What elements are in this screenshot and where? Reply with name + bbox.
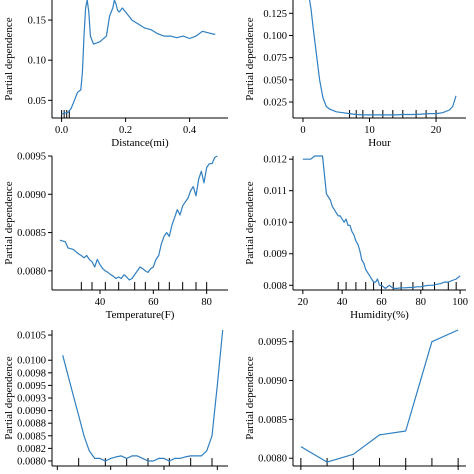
y-tick-label: 0.010 <box>263 218 287 229</box>
x-tick-label: 10 <box>364 125 375 136</box>
y-axis-title: Partial dependence <box>244 181 256 264</box>
y-tick-label: 0.0105 <box>17 331 46 342</box>
x-tick-label: 60 <box>148 297 159 308</box>
y-axis-title: Partial dependence <box>244 356 256 439</box>
x-tick-label: 80 <box>416 297 427 308</box>
x-axis-title: Hour <box>368 137 391 149</box>
y-tick-label: 0.0080 <box>17 456 46 467</box>
partial-dependence-line <box>302 155 461 289</box>
y-tick-label: 0.125 <box>263 9 287 20</box>
x-tick-label: 40 <box>337 297 348 308</box>
y-tick-label: 0.0098 <box>17 368 46 379</box>
x-tick-label: 40 <box>95 297 106 308</box>
y-tick-label: 0.0095 <box>258 337 287 348</box>
y-tick-label: 0.0090 <box>258 376 287 387</box>
x-tick-label: 0.2 <box>119 125 132 136</box>
y-tick-label: 0.15 <box>28 16 46 27</box>
y-tick-label: 0.050 <box>263 75 287 86</box>
y-tick-label: 0.0100 <box>17 356 46 367</box>
y-tick-label: 0.0080 <box>258 454 287 465</box>
y-tick-label: 0.05 <box>28 96 46 107</box>
chart-panel-2: 0.025 0.050 0.075 0.100 0.125 0 10 20 Hour Partia… <box>244 0 466 149</box>
x-tick-label: 100 <box>452 297 468 308</box>
y-tick-label: 0.0095 <box>17 381 46 392</box>
y-tick-label: 0.0093 <box>17 394 46 405</box>
partial-dependence-line <box>62 329 224 462</box>
x-axis-title: Distance(mi) <box>111 137 169 149</box>
y-axis-title: Partial dependence <box>3 17 15 100</box>
partial-dependence-line <box>300 329 459 463</box>
y-tick-label: 0.0088 <box>17 419 46 430</box>
x-axis-title: Temperature(F) <box>106 309 175 321</box>
y-tick-label: 0.0090 <box>17 406 46 417</box>
y-tick-label: 0.0085 <box>258 415 287 426</box>
y-tick-label: 0.009 <box>263 249 287 260</box>
y-tick-label: 0.011 <box>264 186 287 197</box>
y-tick-label: 0.075 <box>263 53 287 64</box>
y-axis-title: Partial dependence <box>244 17 256 100</box>
y-tick-label: 0.008 <box>263 281 287 292</box>
x-tick-label: 0.0 <box>55 125 68 136</box>
chart-panel-4: 0.008 0.009 0.010 0.011 0.012 20 40 60 80 100 Humi… <box>244 155 468 321</box>
partial-dependence-line <box>61 0 216 115</box>
y-tick-label: 0.0080 <box>17 266 46 277</box>
x-axis-title: Humidity(%) <box>350 309 409 321</box>
y-axis-title: Partial dependence <box>3 181 15 264</box>
y-tick-label: 0.0085 <box>17 431 46 442</box>
y-tick-label: 0.025 <box>263 98 287 109</box>
x-tick-label: 20 <box>431 125 442 136</box>
x-tick-label: 0.4 <box>183 125 197 136</box>
y-tick-label: 0.0090 <box>17 190 46 201</box>
x-tick-label: 80 <box>201 297 212 308</box>
partial-dependence-line <box>59 155 218 281</box>
x-tick-label: 0 <box>300 125 305 136</box>
y-tick-label: 0.012 <box>263 155 287 166</box>
y-tick-label: 0.10 <box>28 56 46 67</box>
y-tick-label: 0.0095 <box>17 152 46 163</box>
x-tick-label: 60 <box>376 297 387 308</box>
y-tick-label: 0.0082 <box>17 444 46 455</box>
partial-dependence-line <box>309 0 457 116</box>
y-tick-label: 0.100 <box>263 31 287 42</box>
chart-panel-3: 0.0080 0.0085 0.0090 0.0095 40 60 80 Temperatur… <box>3 152 228 321</box>
y-axis-title: Partial dependence <box>3 356 15 439</box>
chart-panel-1: 0.05 0.10 0.15 0.0 0.2 0.4 Distance(mi) Partial… <box>3 0 228 149</box>
y-tick-label: 0.0085 <box>17 228 46 239</box>
x-tick-label: 20 <box>298 297 309 308</box>
